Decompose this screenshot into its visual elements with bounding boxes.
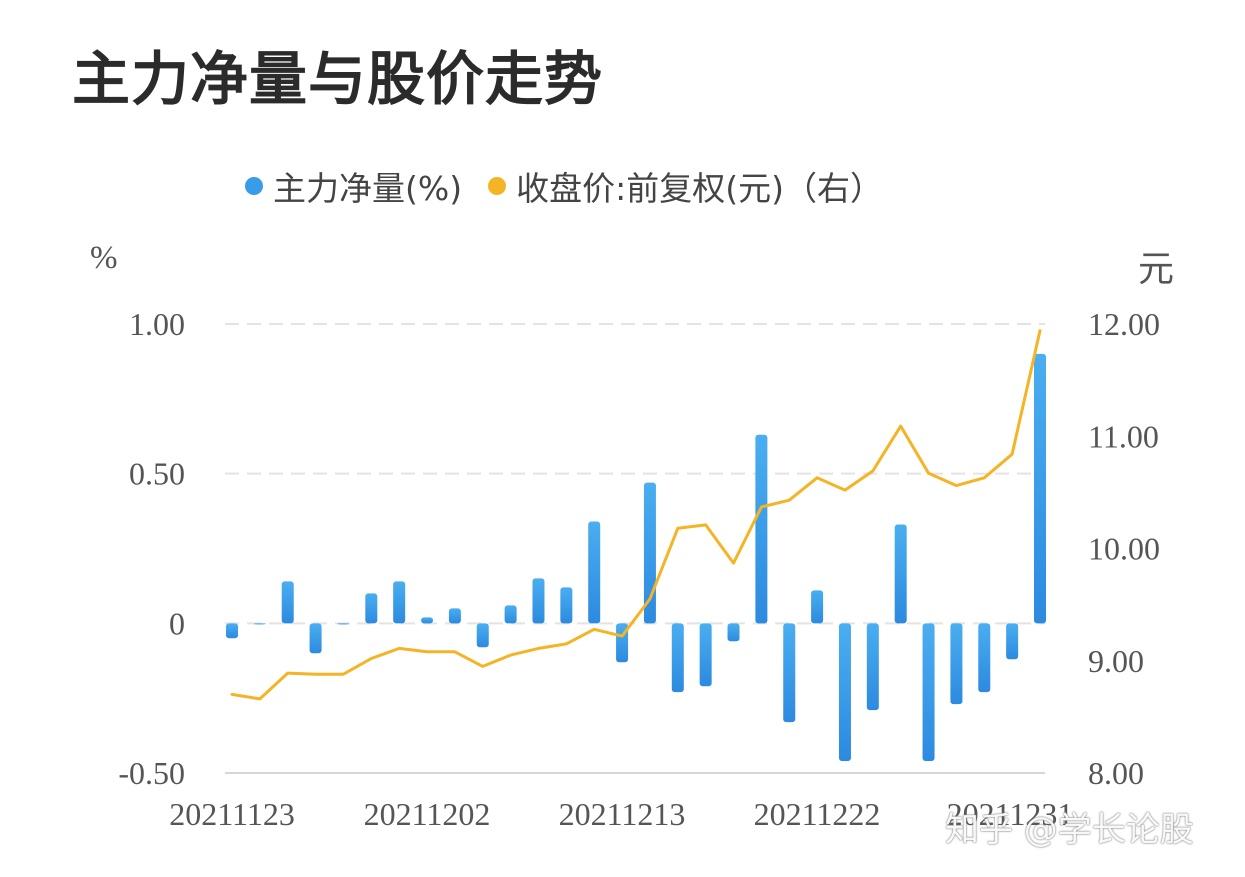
- bar-mark: [588, 521, 601, 624]
- price-line: [230, 329, 1042, 701]
- legend-dot-blue-icon: [245, 177, 263, 195]
- bar-mark: [560, 587, 573, 624]
- x-tick-label: 20211202: [364, 796, 491, 832]
- bar-mark: [671, 623, 684, 693]
- bar-mark: [978, 623, 991, 693]
- right-tick-label: 8.00: [1088, 755, 1144, 791]
- bar-mark: [504, 605, 517, 624]
- bar-mark: [783, 623, 796, 723]
- left-tick-label: -0.50: [118, 755, 185, 791]
- right-tick-label: 9.00: [1088, 643, 1144, 679]
- bar-mark: [699, 623, 712, 687]
- bar-mark: [838, 623, 851, 762]
- x-tick-label: 20211213: [559, 796, 686, 832]
- legend-label-close-price: 收盘价:前复权(元)（右）: [516, 169, 883, 208]
- left-tick-label: 1.00: [129, 306, 185, 342]
- bar-mark: [727, 623, 740, 642]
- left-tick-label: 0.50: [129, 456, 185, 492]
- legend-label-net-volume: 主力净量(%): [273, 169, 463, 208]
- bar-mark: [866, 623, 879, 711]
- bar-mark: [448, 608, 461, 624]
- bar-mark: [226, 623, 238, 639]
- bar-mark: [532, 578, 545, 624]
- x-tick-label: 20211231: [947, 796, 1074, 832]
- bar-mark: [811, 590, 824, 624]
- legend-dot-orange-icon: [488, 177, 507, 195]
- bar-mark: [393, 581, 406, 624]
- bar-mark: [476, 623, 489, 648]
- right-tick-label: 10.00: [1088, 531, 1160, 567]
- bar-mark: [253, 623, 266, 625]
- right-tick-label: 12.00: [1088, 306, 1160, 342]
- right-tick-label: 11.00: [1088, 418, 1159, 454]
- right-axis-unit: 元: [1138, 249, 1175, 290]
- legend-item-net-volume[interactable]: 主力净量(%): [245, 162, 462, 210]
- bar-mark: [337, 623, 350, 625]
- bar-mark: [309, 623, 322, 654]
- watermark-text: 知乎 @学长论股: [945, 810, 1194, 850]
- bar-mark: [1034, 353, 1046, 624]
- chart-legend: 主力净量(%) 收盘价:前复权(元)（右）: [245, 162, 909, 210]
- bar-mark: [894, 524, 907, 624]
- bar-mark: [950, 623, 963, 705]
- x-tick-label: 20211222: [754, 796, 881, 832]
- left-axis-unit: %: [90, 240, 118, 276]
- legend-item-close-price[interactable]: 收盘价:前复权(元)（右）: [488, 162, 883, 210]
- bar-mark: [365, 593, 378, 624]
- bar-mark: [755, 434, 768, 624]
- page-title: 主力净量与股价走势: [72, 45, 604, 113]
- bar-mark: [281, 581, 294, 624]
- x-tick-label: 20211123: [169, 796, 295, 832]
- bar-mark: [421, 617, 434, 624]
- left-tick-label: 0: [169, 605, 185, 641]
- bar-mark: [922, 623, 935, 762]
- bar-mark: [1006, 623, 1019, 660]
